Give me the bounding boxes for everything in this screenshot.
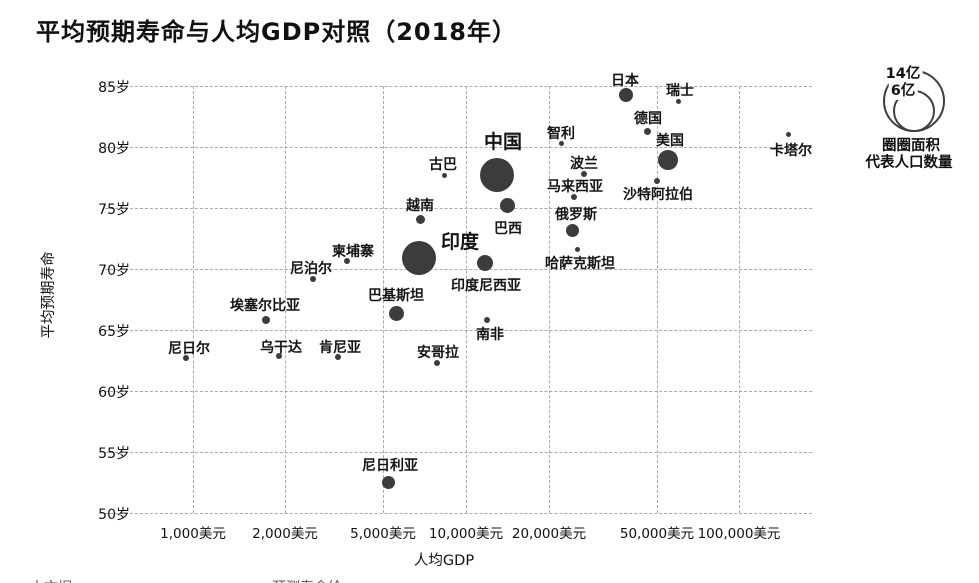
gridline-vertical [739,86,740,513]
country-bubble-越南 [415,214,425,224]
gridline-horizontal [105,513,812,514]
country-label-德国: 德国 [634,110,662,127]
country-label-尼泊尔: 尼泊尔 [290,260,332,277]
country-bubble-卡塔尔 [785,131,791,137]
country-label-安哥拉: 安哥拉 [417,344,459,361]
gridline-vertical [657,86,658,513]
gridline-horizontal [105,452,812,453]
country-bubble-埃塞尔比亚 [262,316,270,324]
country-bubble-印度尼西亚 [477,255,493,271]
country-bubble-日本 [619,88,633,102]
country-label-印度尼西亚: 印度尼西亚 [451,277,521,294]
gridline-vertical [466,86,467,513]
country-label-卡塔尔: 卡塔尔 [770,142,812,159]
gridline-vertical [383,86,384,513]
country-label-智利: 智利 [547,125,575,142]
gridline-horizontal [105,269,812,270]
y-tick-label: 75岁 [98,202,130,218]
clipped-caption: 本文据 预测寿命给 [0,577,979,583]
footer-fragment: 本文据 [30,577,72,583]
chart-title: 平均预期寿命与人均GDP对照（2018年） [36,18,518,46]
country-label-日本: 日本 [611,72,639,89]
country-label-印度: 印度 [440,231,480,254]
country-bubble-肯尼亚 [335,354,341,360]
x-tick-label: 50,000美元 [619,526,695,542]
country-label-瑞士: 瑞士 [666,82,694,99]
x-tick-label: 100,000美元 [697,526,781,542]
country-label-俄罗斯: 俄罗斯 [555,206,597,223]
country-bubble-乌干达 [276,353,282,359]
country-label-肯尼亚: 肯尼亚 [319,339,361,356]
country-label-马来西亚: 马来西亚 [547,178,603,195]
y-tick-label: 55岁 [98,446,130,462]
x-axis-title: 人均GDP [413,553,475,569]
country-label-中国: 中国 [483,131,523,154]
y-tick-label: 70岁 [98,263,130,279]
country-bubble-巴基斯坦 [388,305,404,321]
footer-fragment: 预测寿命给 [272,577,342,583]
y-tick-label: 80岁 [98,141,130,157]
country-bubble-智利 [558,140,564,146]
gridline-vertical [549,86,550,513]
country-label-哈萨克斯坦: 哈萨克斯坦 [545,255,615,272]
country-bubble-瑞士 [675,98,681,104]
country-label-沙特阿拉伯: 沙特阿拉伯 [623,186,693,203]
country-bubble-巴西 [499,197,515,213]
country-bubble-中国 [480,158,514,192]
country-label-尼日尔: 尼日尔 [168,340,210,357]
legend-size-label-6yi: 6亿 [888,79,918,100]
x-tick-label: 20,000美元 [511,526,587,542]
legend-caption-line1: 圈圈面积 [882,138,940,154]
country-label-巴西: 巴西 [494,220,522,237]
country-bubble-俄罗斯 [565,223,579,237]
country-label-美国: 美国 [656,132,684,149]
country-bubble-尼日利亚 [381,475,395,489]
country-bubble-印度 [402,241,436,275]
country-label-巴基斯坦: 巴基斯坦 [368,287,424,304]
country-bubble-南非 [484,317,490,323]
gridline-horizontal [105,147,812,148]
y-axis-title: 平均预期寿命 [41,251,57,339]
y-tick-label: 60岁 [98,385,130,401]
gridline-horizontal [105,86,812,87]
x-tick-label: 10,000美元 [428,526,504,542]
country-bubble-波兰 [581,171,587,177]
country-label-古巴: 古巴 [429,156,457,173]
y-tick-label: 85岁 [98,80,130,96]
y-tick-label: 65岁 [98,324,130,340]
gridline-vertical [193,86,194,513]
country-bubble-马来西亚 [571,194,577,200]
country-bubble-沙特阿拉伯 [654,178,660,184]
gridline-horizontal [105,208,812,209]
country-label-南非: 南非 [476,326,504,343]
country-bubble-美国 [658,150,678,170]
country-bubble-柬埔寨 [344,258,350,264]
country-bubble-德国 [643,127,651,135]
legend-caption-line2: 代表人口数量 [865,155,953,171]
country-bubble-古巴 [441,172,447,178]
country-label-乌干达: 乌干达 [260,339,302,356]
gridline-horizontal [105,391,812,392]
country-bubble-尼泊尔 [310,276,316,282]
country-label-埃塞尔比亚: 埃塞尔比亚 [230,297,300,314]
x-tick-label: 1,000美元 [160,526,226,542]
country-label-越南: 越南 [406,197,434,214]
gridline-vertical [285,86,286,513]
country-bubble-安哥拉 [434,360,440,366]
x-tick-label: 5,000美元 [350,526,416,542]
country-label-尼日利亚: 尼日利亚 [362,457,418,474]
country-label-波兰: 波兰 [570,155,598,172]
x-tick-label: 2,000美元 [252,526,318,542]
y-tick-label: 50岁 [98,507,130,523]
gridline-horizontal [105,330,812,331]
country-bubble-尼日尔 [183,355,189,361]
country-label-柬埔寨: 柬埔寨 [332,243,374,260]
country-bubble-哈萨克斯坦 [574,246,580,252]
legend-size-label-14yi: 14亿 [883,62,923,83]
